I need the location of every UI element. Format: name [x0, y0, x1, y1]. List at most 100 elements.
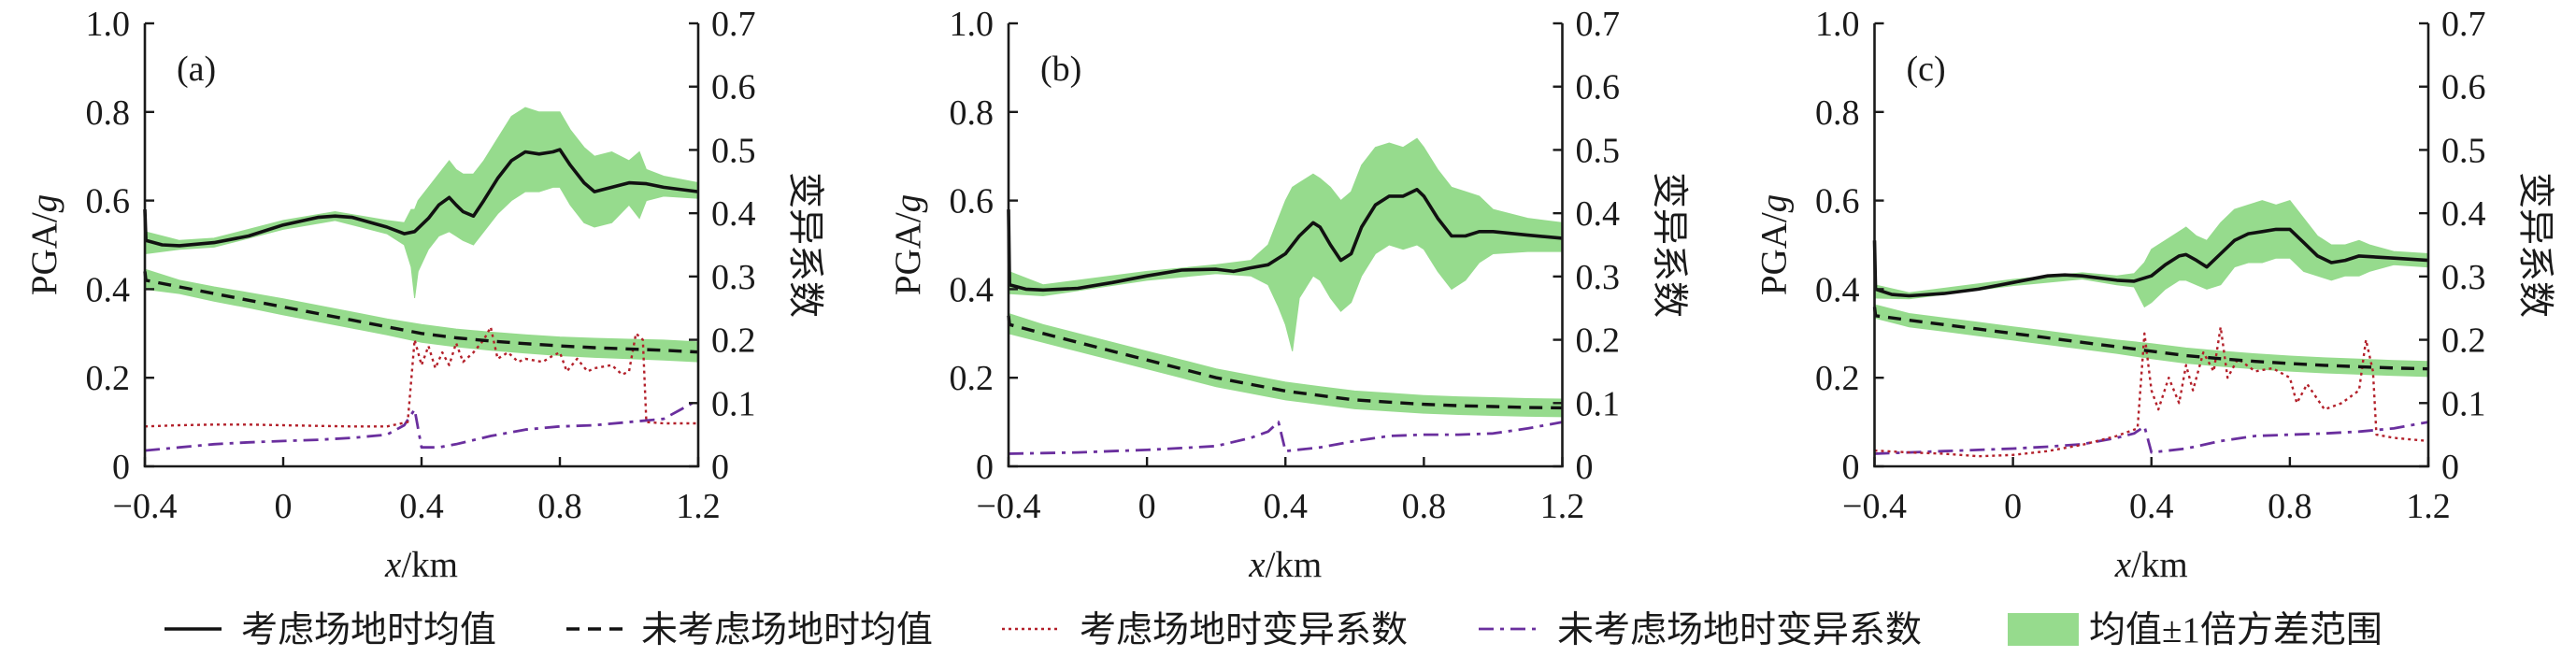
y-tick-label-right: 0.7 — [1576, 5, 1621, 44]
legend-label: 未考虑场地时均值 — [641, 610, 933, 650]
y-axis-title-left-symbol: g — [888, 194, 928, 213]
panel-c: −0.4 0 0.4 0.8 1.200.20.40.60.81.000.10.20.3… — [1753, 5, 2555, 585]
y-tick-label-right: 0.1 — [1576, 384, 1621, 423]
x-axis-title: x/km — [1248, 545, 1322, 585]
x-tick-label: 0.4 — [2129, 487, 2174, 526]
x-tick-label: 0.4 — [1264, 487, 1309, 526]
y-axis-title-right: 变异系数 — [785, 172, 825, 318]
y-axis-title-left: PGA/g — [24, 194, 64, 295]
y-tick-label-right: 0.4 — [1576, 194, 1621, 234]
y-tick-label-right: 0 — [1576, 448, 1594, 487]
x-tick-label: −0.4 — [1842, 487, 1907, 526]
x-tick-label: 0 — [275, 487, 293, 526]
y-tick-label-left: 0.6 — [1815, 182, 1860, 221]
mean-with-site-band — [1008, 137, 1563, 351]
y-tick-label-left: 0.6 — [86, 182, 131, 221]
y-tick-label-right: 0 — [711, 448, 729, 487]
mean-with-site-line — [1872, 227, 2429, 298]
legend-item-mean-with-site: 考虑场地时均值 — [165, 610, 496, 650]
y-tick-label-right: 0 — [2441, 448, 2459, 487]
cv-with-site-line — [1874, 325, 2429, 458]
x-tick-label: 0 — [2004, 487, 2022, 526]
legend-item-std-range: 均值±1倍方差范围 — [2008, 610, 2383, 650]
y-tick-label-right: 0.7 — [2441, 5, 2486, 44]
y-tick-label-left: 0.4 — [1815, 270, 1860, 309]
y-tick-label-left: 0.2 — [1815, 359, 1860, 398]
x-axis-title-unit: /km — [2131, 545, 2188, 585]
y-axis-title-left: PGA/g — [1753, 194, 1794, 295]
y-tick-label-left: 0.6 — [950, 182, 995, 221]
x-tick-label: −0.4 — [977, 487, 1041, 526]
legend-label: 未考虑场地时变异系数 — [1557, 610, 1922, 650]
y-tick-label-right: 0.2 — [2441, 321, 2486, 361]
y-tick-label-left: 0.2 — [950, 359, 995, 398]
y-tick-label-left: 0 — [1842, 448, 1860, 487]
y-tick-label-right: 0.5 — [711, 131, 756, 170]
y-tick-label-left: 0.2 — [86, 359, 131, 398]
x-tick-label: 1.2 — [676, 487, 721, 526]
mean-without-site-band — [1008, 312, 1563, 418]
x-tick-label: 0.8 — [2268, 487, 2312, 526]
panel-label: (a) — [177, 50, 216, 89]
x-axis-title-symbol: x — [1248, 545, 1266, 585]
y-axis-title-left-text: PGA/ — [888, 212, 928, 295]
y-axis-title-left-symbol: g — [24, 194, 64, 213]
legend: 考虑场地时均值 未考虑场地时均值 考虑场地时变异系数 未考虑场地时变异系数 均值±1倍方… — [165, 610, 2383, 650]
y-tick-label-right: 0.6 — [1576, 68, 1621, 107]
y-tick-label-left: 0.4 — [950, 270, 995, 309]
legend-item-mean-without-site: 未考虑场地时均值 — [566, 610, 933, 650]
y-tick-label-left: 0.8 — [950, 93, 995, 133]
mean-without-site-line — [1872, 307, 2429, 371]
y-axis-title-left-text: PGA/ — [1753, 212, 1794, 295]
x-tick-label: 1.2 — [2406, 487, 2451, 526]
y-tick-label-right: 0.1 — [711, 384, 756, 423]
y-tick-label-right: 0.7 — [711, 5, 756, 44]
y-tick-label-left: 1.0 — [1815, 5, 1860, 44]
y-tick-label-left: 0.4 — [86, 270, 131, 309]
x-tick-label: 0.8 — [537, 487, 582, 526]
cv-without-site-line — [1874, 421, 2429, 455]
y-axis-title-right: 变异系数 — [2515, 172, 2555, 318]
y-tick-label-right: 0.2 — [1576, 321, 1621, 361]
y-tick-label-left: 0.8 — [1815, 93, 1860, 133]
panel-b: −0.4 0 0.4 0.8 1.200.20.40.60.81.000.10.20.3… — [888, 5, 1690, 585]
y-tick-label-left: 0 — [976, 448, 994, 487]
y-tick-label-right: 0.2 — [711, 321, 756, 361]
legend-label: 考虑场地时均值 — [241, 610, 496, 650]
y-tick-label-right: 0.3 — [711, 258, 756, 297]
cv-without-site-line — [1008, 421, 1563, 455]
x-axis-title-unit: /km — [401, 545, 458, 585]
panel-a: −0.4 0 0.4 0.8 1.200.20.40.60.81.000.10.20.3… — [24, 5, 825, 585]
y-tick-label-right: 0.4 — [711, 194, 756, 234]
x-axis-title-unit: /km — [1266, 545, 1323, 585]
mean-with-site-line — [143, 148, 699, 248]
legend-label: 均值±1倍方差范围 — [2089, 610, 2383, 650]
y-tick-label-right: 0.6 — [711, 68, 756, 107]
legend-item-cv-without-site: 未考虑场地时变异系数 — [1479, 610, 1922, 650]
y-tick-label-left: 0 — [112, 448, 130, 487]
y-tick-label-right: 0.5 — [1576, 131, 1621, 170]
y-tick-label-right: 0.3 — [2441, 258, 2486, 297]
x-tick-label: 0.4 — [399, 487, 444, 526]
y-tick-label-right: 0.6 — [2441, 68, 2486, 107]
y-axis-title-left-symbol: g — [1753, 194, 1794, 213]
cv-without-site-line — [144, 398, 699, 452]
legend-swatch — [2008, 613, 2079, 646]
x-tick-label: −0.4 — [113, 487, 178, 526]
mean-without-site-line — [1007, 315, 1563, 410]
y-axis-title-left: PGA/g — [888, 194, 928, 295]
legend-label: 考虑场地时变异系数 — [1080, 610, 1408, 650]
y-tick-label-left: 1.0 — [86, 5, 131, 44]
x-tick-label: 0 — [1138, 487, 1156, 526]
panel-label: (b) — [1040, 50, 1081, 89]
legend-item-cv-with-site: 考虑场地时变异系数 — [1002, 610, 1408, 650]
x-axis-title-symbol: x — [2114, 545, 2132, 585]
x-tick-label: 0.8 — [1402, 487, 1447, 526]
y-tick-label-left: 1.0 — [950, 5, 995, 44]
x-axis-title-symbol: x — [384, 545, 402, 585]
panel-label: (c) — [1907, 50, 1946, 89]
x-tick-label: 1.2 — [1540, 487, 1585, 526]
y-tick-label-right: 0.1 — [2441, 384, 2486, 423]
